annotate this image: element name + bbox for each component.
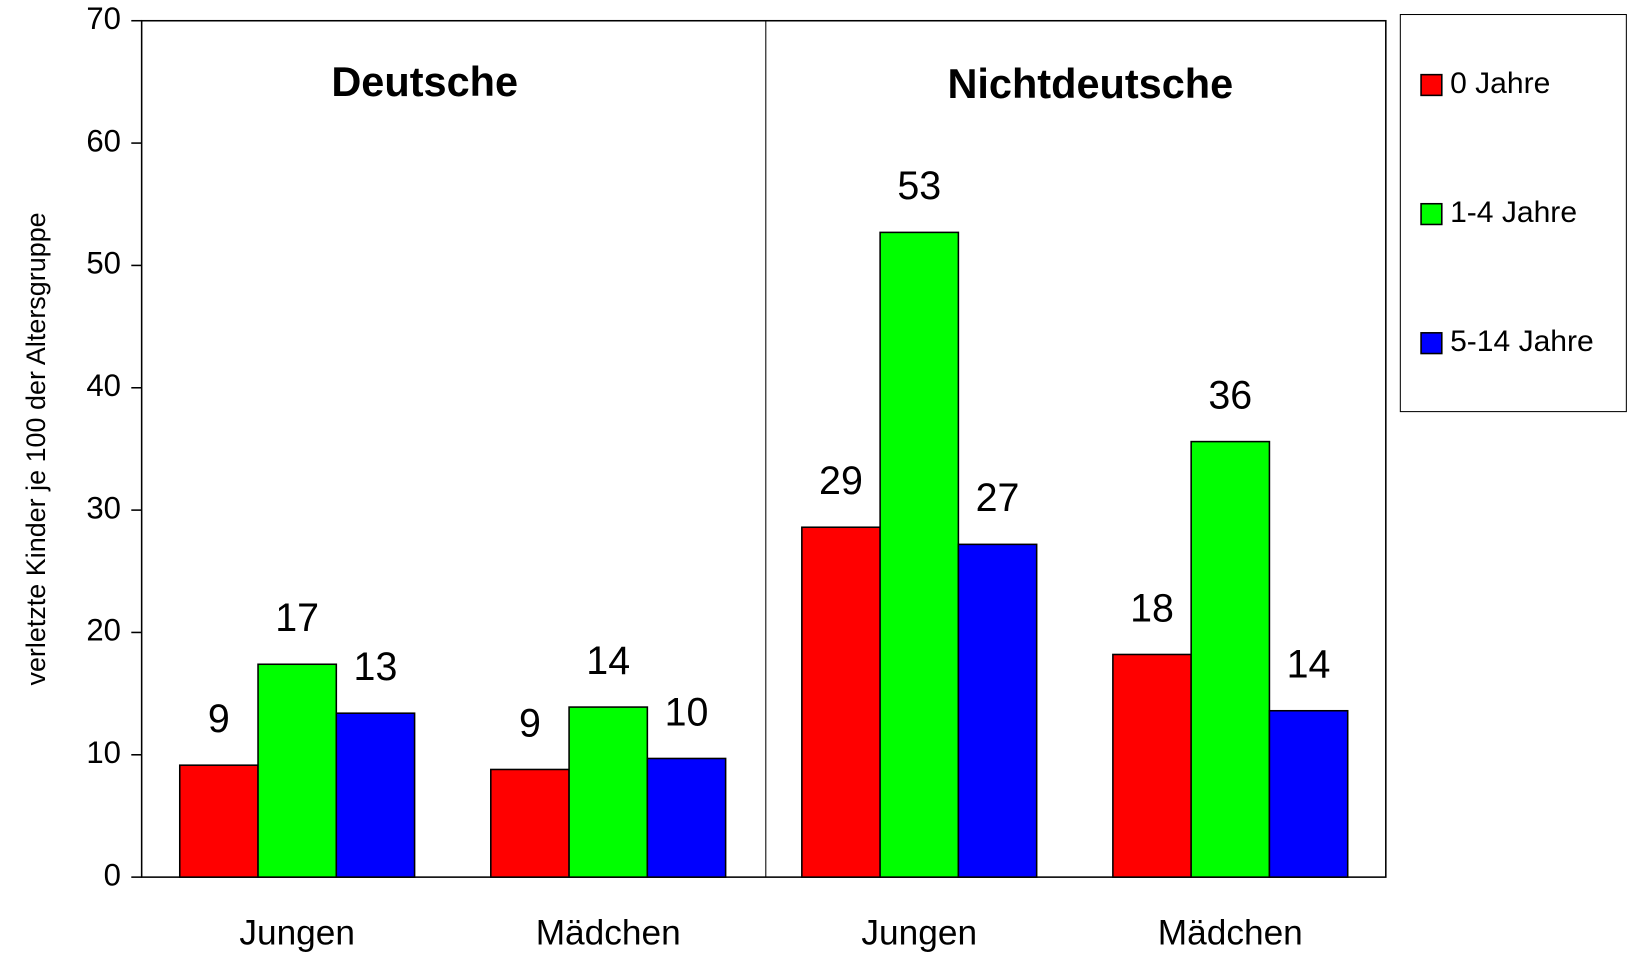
- bar: [1190, 440, 1271, 878]
- legend-swatch: [1420, 202, 1443, 226]
- legend-swatch: [1420, 73, 1443, 97]
- data-label: 53: [897, 164, 941, 208]
- bar: [178, 764, 259, 878]
- y-tick-label: 40: [86, 368, 121, 403]
- data-label: 13: [354, 645, 398, 689]
- bar: [957, 543, 1038, 878]
- bar: [335, 712, 416, 878]
- group-title: Nichtdeutsche: [947, 60, 1233, 107]
- legend-label: 1-4 Jahre: [1450, 196, 1577, 229]
- x-tick-label: Jungen: [239, 914, 355, 953]
- y-tick-label: 60: [86, 123, 121, 158]
- bar: [1112, 653, 1192, 878]
- bar: [257, 663, 338, 878]
- y-axis-label: verletzte Kinder je 100 der Altersgruppe: [21, 212, 51, 685]
- data-label: 18: [1130, 586, 1174, 630]
- data-label: 14: [586, 639, 630, 683]
- bar: [801, 526, 881, 878]
- y-tick-label: 20: [86, 613, 121, 648]
- bar: [879, 231, 960, 878]
- legend-label: 0 Jahre: [1450, 67, 1550, 100]
- bar: [490, 768, 570, 878]
- bar: [1268, 709, 1349, 878]
- data-label: 14: [1287, 643, 1331, 687]
- y-tick-label: 70: [86, 1, 121, 36]
- plot-frame: [140, 19, 1387, 878]
- y-tick-label: 50: [86, 246, 121, 281]
- y-tick-label: 10: [86, 735, 121, 770]
- y-tick-label: 0: [104, 857, 121, 892]
- group-title: Deutsche: [331, 58, 518, 105]
- data-label: 36: [1208, 373, 1252, 417]
- data-label: 9: [519, 701, 541, 745]
- data-label: 10: [665, 690, 709, 734]
- data-label: 9: [208, 697, 230, 741]
- y-tick-label: 30: [86, 490, 121, 525]
- bar: [646, 757, 727, 878]
- x-tick-label: Jungen: [861, 914, 977, 953]
- data-label: 29: [819, 459, 863, 503]
- legend-swatch: [1420, 332, 1443, 355]
- bar: [568, 706, 649, 878]
- legend-label: 5-14 Jahre: [1450, 325, 1594, 358]
- data-label: 27: [976, 476, 1020, 520]
- data-label: 17: [275, 596, 319, 640]
- x-tick-label: Mädchen: [1158, 914, 1303, 953]
- x-tick-label: Mädchen: [536, 914, 681, 953]
